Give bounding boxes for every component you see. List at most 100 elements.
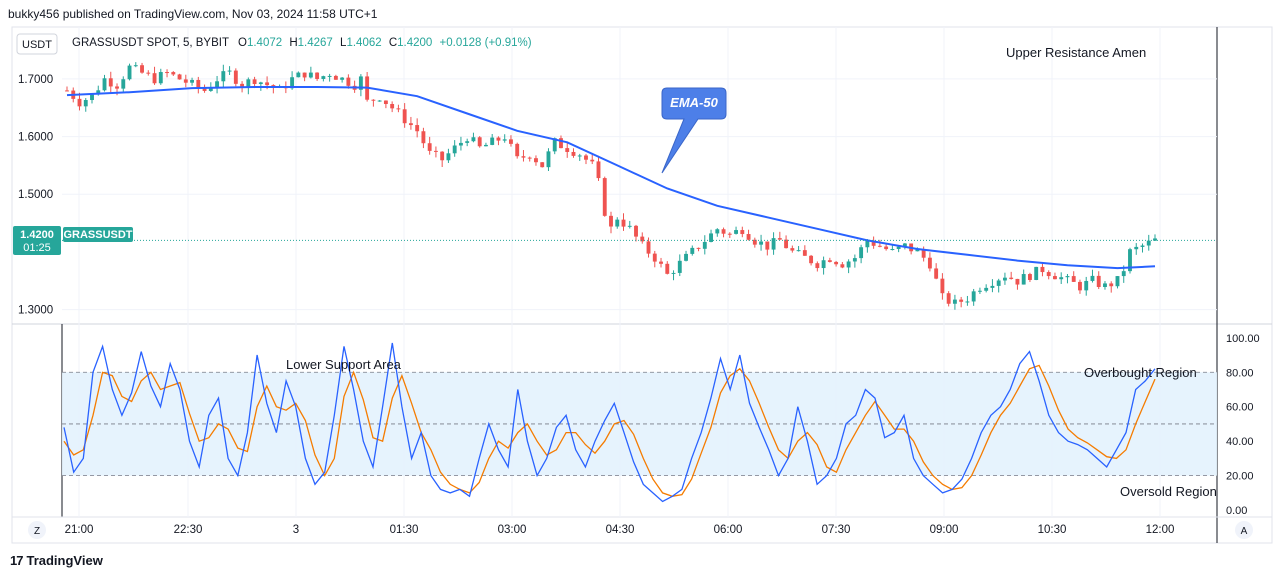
candle-body [696,247,701,249]
candle-body [546,151,551,168]
candle-body [383,100,388,105]
candle-body [1140,245,1145,247]
candle-body [296,72,301,78]
candle-body [477,137,482,147]
candle-body [727,233,732,235]
candle-body [934,268,939,279]
support-annotation: Lower Support Area [286,357,402,372]
candle-body [246,79,251,88]
low-label: L [340,37,347,49]
candle-body [440,151,445,161]
candle-body [358,76,363,90]
last-price-value: 1.4200 [20,229,54,241]
candle-body [408,123,413,126]
ema-callout-bubble [661,87,727,174]
price-tick-label: 1.3000 [18,305,53,317]
candle-body [115,86,119,89]
candle-body [140,65,144,73]
candle-body [1040,266,1045,273]
candles-group [65,62,1157,310]
candle-body [65,90,69,92]
candle-body [458,142,463,146]
stoch-tick-label: 60.00 [1226,402,1254,414]
candle-body [509,139,513,144]
candle-body [402,109,407,124]
candle-body [896,246,901,250]
candle-body [221,71,226,82]
symbol-name: GRASSUSDT SPOT, 5, BYBIT [72,37,229,49]
candle-body [784,239,789,249]
candle-body [240,83,245,88]
candle-body [765,241,770,250]
candle-body [771,238,776,250]
candle-body [921,249,926,258]
price-tick-label: 1.6000 [18,132,53,144]
candle-body [1028,274,1032,280]
candle-body [471,137,476,142]
candle-body [996,280,1001,286]
currency-button[interactable] [16,33,58,55]
candle-body [1078,281,1082,291]
candle-body [634,225,638,237]
candle-body [527,157,532,159]
candle-body [1065,276,1070,278]
time-tick-label: 01:30 [390,524,419,536]
candle-body [877,245,882,247]
candle-body [146,72,151,74]
candle-body [559,138,563,149]
published-by-text: bukky456 published on TradingView.com, N… [8,7,378,21]
log-scale-button[interactable] [28,521,46,539]
change-value: +0.0128 (+0.91%) [440,37,532,49]
candle-body [959,299,964,302]
price-tick-label: 1.7000 [18,74,53,86]
candle-body [127,65,132,80]
candle-body [133,65,138,67]
candle-body [646,241,651,254]
candle-body [577,155,582,157]
candle-body [177,74,182,80]
price-tick-label: 1.5000 [18,189,53,201]
candle-body [496,137,501,141]
candle-body [984,287,989,291]
candle-body [809,255,814,264]
candle-body [83,100,88,107]
time-tick-label: 07:30 [822,524,851,536]
candle-body [927,257,932,269]
auto-scale-button[interactable] [1235,521,1253,539]
candle-body [1053,276,1057,280]
candle-body [602,178,607,216]
candle-body [415,125,420,132]
candle-body [627,225,632,227]
candle-body [952,299,957,304]
candle-body [1115,276,1120,287]
candle-body [834,261,839,265]
candle-body [121,79,126,89]
candle-body [1090,275,1095,281]
candle-body [452,145,457,154]
candle-body [652,253,657,262]
auto-scale-button-label: A [1241,526,1248,537]
candle-body [534,158,538,163]
candle-body [1021,274,1026,285]
candle-body [740,230,745,235]
candle-body [433,150,438,152]
candle-body [202,87,207,91]
candle-body [502,139,507,141]
candle-body [321,76,326,79]
candle-body [290,77,295,89]
candle-body [859,247,864,259]
time-tick-label: 04:30 [606,524,635,536]
candle-body [108,78,113,87]
stoch-tick-label: 40.00 [1226,436,1254,448]
oversold-annotation: Oversold Region [1120,484,1217,499]
candle-body [165,72,169,74]
candle-body [871,240,876,246]
candle-body [215,81,220,88]
chart-frame [11,26,1273,544]
candle-body [484,144,488,147]
candle-body [421,131,426,144]
time-axis-labels: 21:00 22:30 3 01:30 03:00 04:30 06:00 07:30 09:0… [65,524,1175,536]
candle-body [152,73,157,84]
time-tick-label: 3 [293,524,299,536]
